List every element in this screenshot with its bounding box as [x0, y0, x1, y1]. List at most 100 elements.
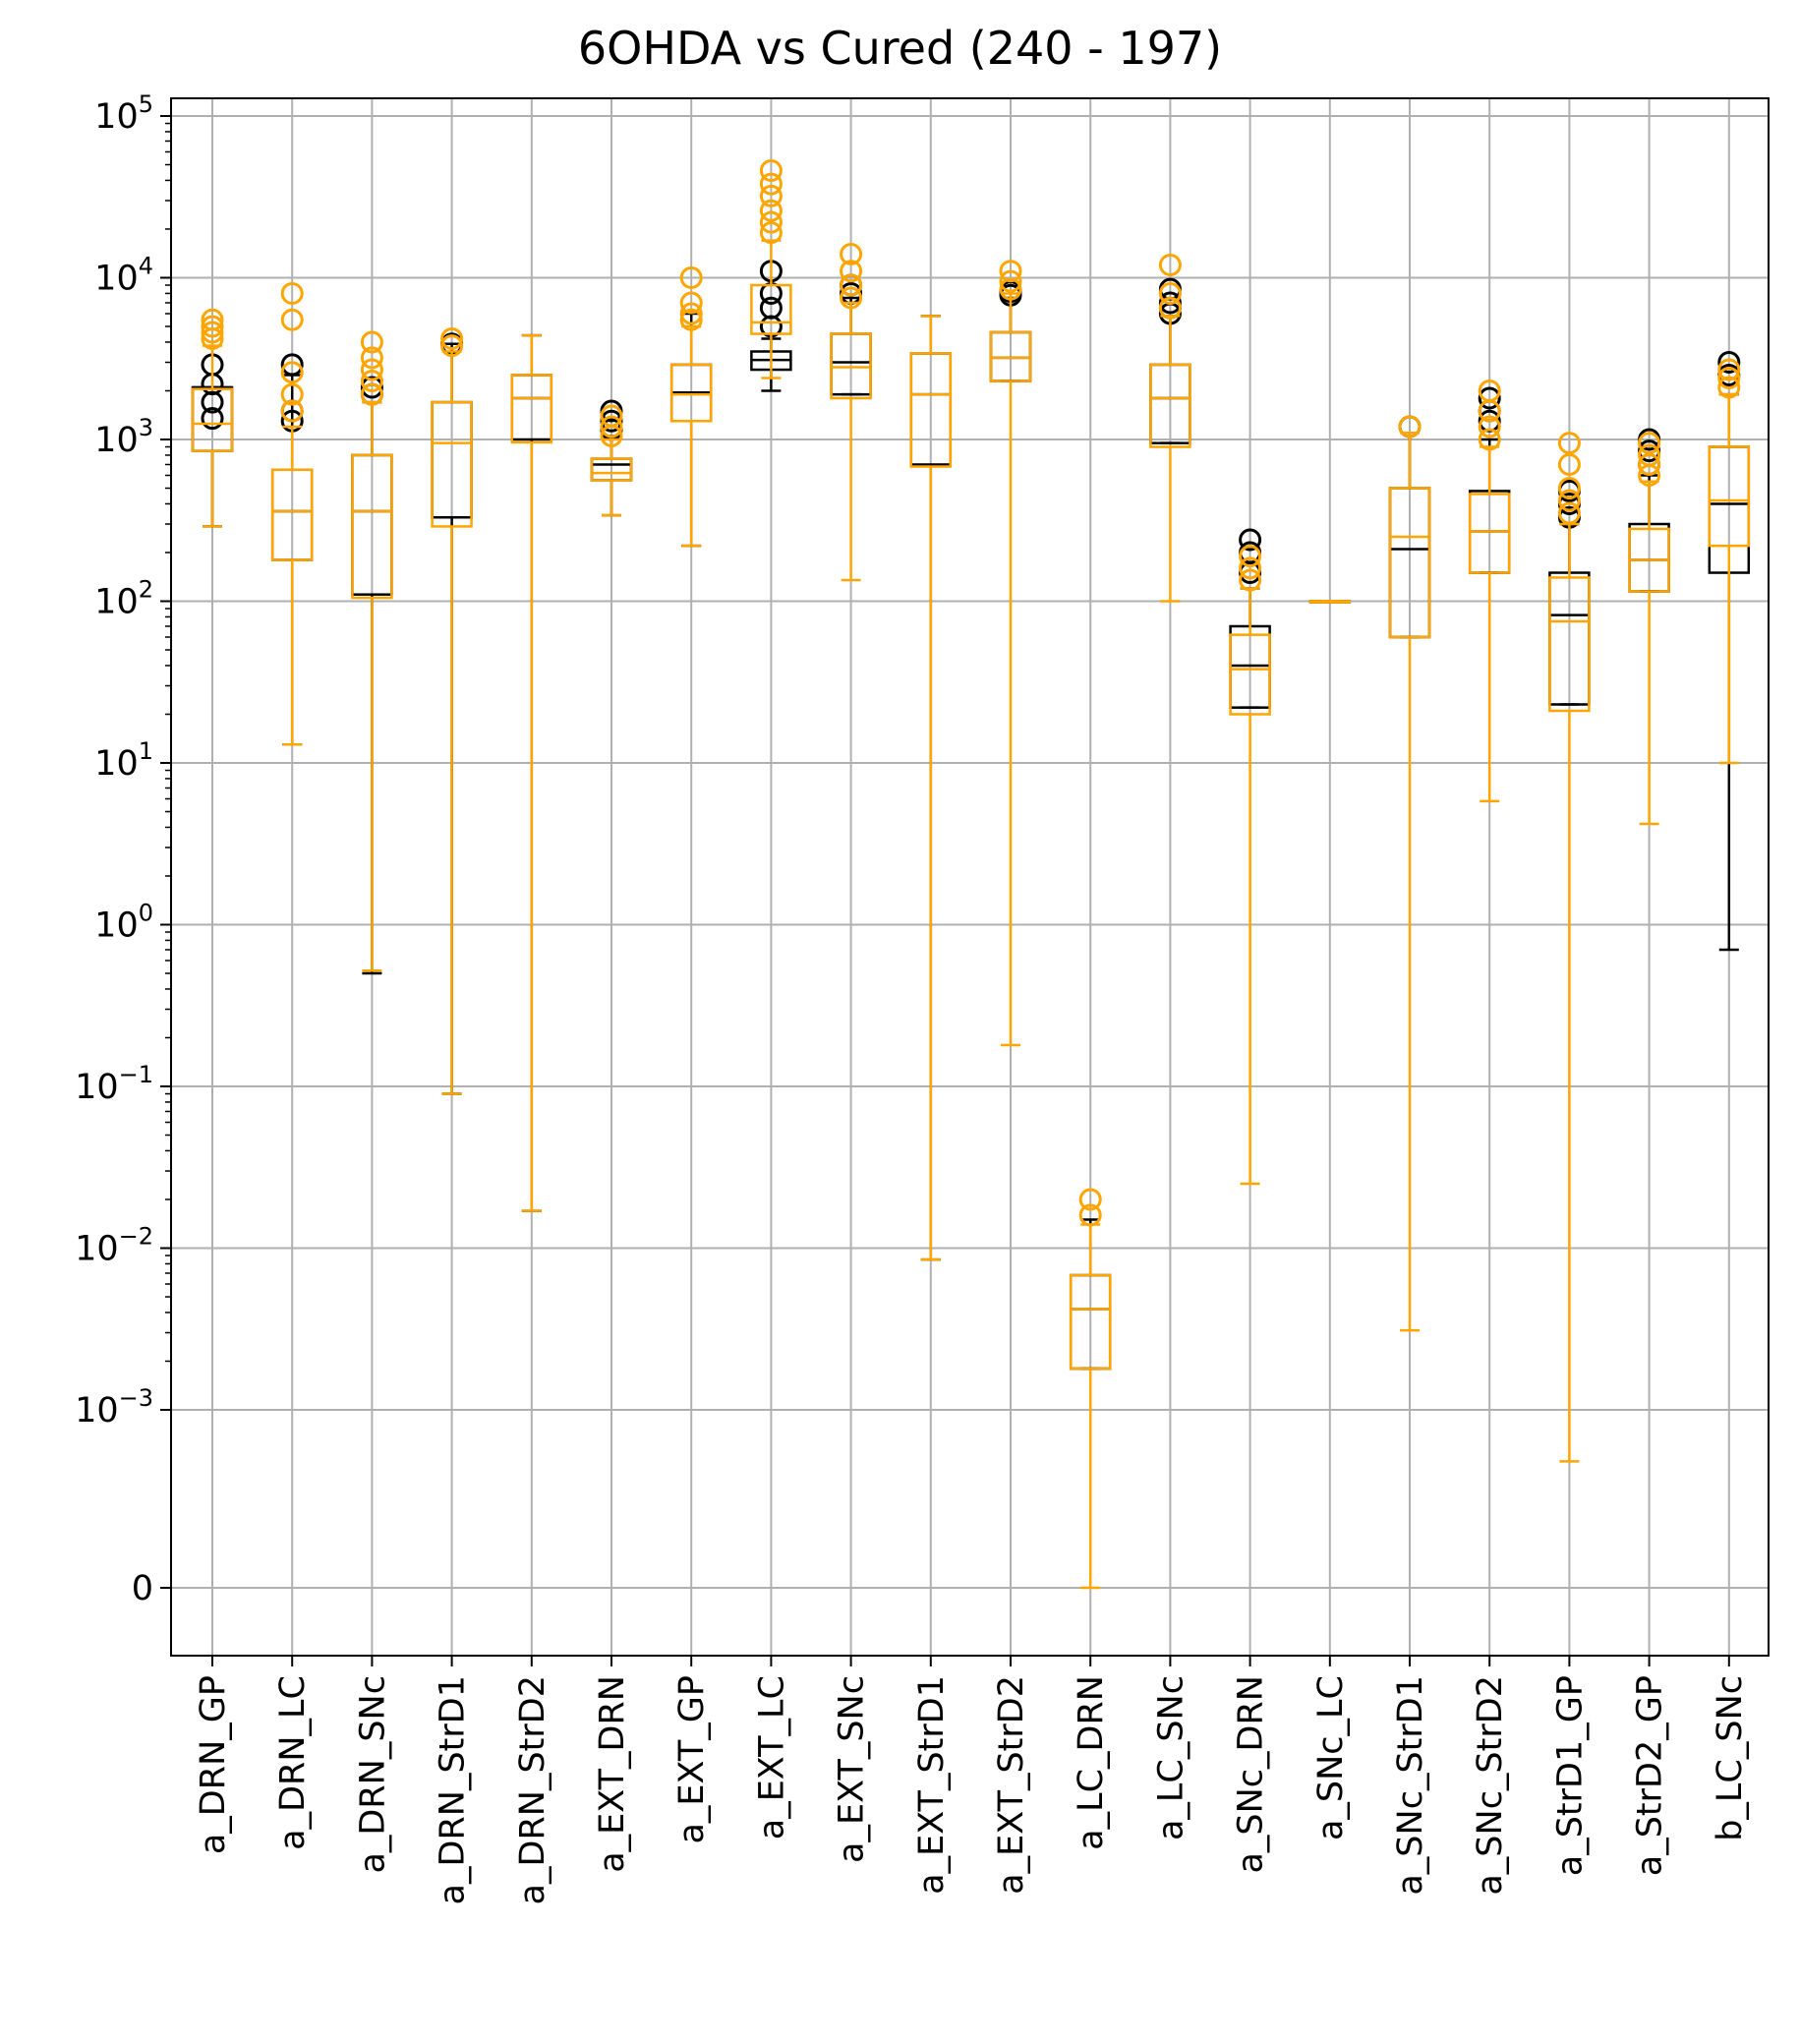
outlier-point — [1557, 489, 1581, 512]
outlier-point — [360, 369, 383, 392]
outlier-point — [679, 291, 703, 315]
x-tick-label: a_SNc_LC — [1311, 1675, 1351, 1840]
outlier-point — [999, 260, 1022, 283]
outlier-point — [1398, 415, 1422, 438]
outlier-point — [201, 308, 224, 331]
x-tick-label: a_EXT_StrD2 — [992, 1675, 1031, 1895]
box — [351, 453, 393, 600]
outlier-point — [1717, 358, 1741, 381]
outlier-point — [600, 415, 623, 438]
chart-title: 6OHDA vs Cured (240 - 197) — [577, 22, 1223, 75]
outlier-point — [440, 334, 464, 358]
axes: 105 104 103 102 101 100 10−1 10−2 10−3 0 a_DRN_GP a… — [75, 90, 1750, 1904]
box — [1069, 1273, 1112, 1371]
outlier-point — [360, 330, 383, 354]
outlier-point — [1638, 452, 1661, 476]
x-tick-label: a_LC_SNc — [1151, 1675, 1190, 1840]
outlier-point — [840, 286, 863, 310]
box — [431, 400, 473, 528]
outlier-point — [840, 260, 863, 283]
box — [909, 352, 953, 468]
grid-lines — [171, 98, 1769, 1656]
outlier-point — [1717, 366, 1741, 389]
box — [1708, 445, 1751, 548]
outlier-point — [840, 273, 863, 297]
outlier-point — [1638, 432, 1661, 455]
x-tick-label: a_StrD1_GP — [1550, 1675, 1590, 1876]
x-tick-label: a_DRN_StrD1 — [434, 1675, 473, 1904]
outlier-point — [1239, 568, 1262, 592]
outlier-point — [440, 326, 464, 350]
outlier-point — [1478, 415, 1501, 438]
y-tick-label: 10−2 — [75, 1223, 153, 1269]
y-tick-label: 103 — [94, 414, 153, 460]
x-tick-label: a_EXT_GP — [672, 1675, 712, 1844]
outlier-point — [1557, 452, 1581, 476]
outlier-point — [759, 210, 783, 234]
outlier-point — [280, 399, 304, 423]
x-tick-label: a_DRN_LC — [273, 1675, 313, 1850]
outlier-point — [1478, 386, 1501, 410]
outlier-point — [1239, 545, 1262, 568]
x-tick-label: a_DRN_GP — [194, 1675, 233, 1854]
box — [1388, 487, 1431, 639]
outlier-point — [1158, 281, 1182, 305]
outlier-point — [1078, 1203, 1102, 1227]
x-tick-label: a_StrD2_GP — [1631, 1675, 1670, 1876]
outlier-point — [201, 390, 224, 414]
y-tick-label: 104 — [94, 253, 153, 299]
x-tick-label: a_SNc_StrD1 — [1391, 1675, 1430, 1896]
y-tick-label: 102 — [94, 576, 153, 622]
box — [1229, 633, 1271, 716]
y-tick-label: 105 — [94, 90, 153, 137]
outlier-point — [360, 346, 383, 370]
outlier-point — [1478, 379, 1501, 402]
box — [750, 283, 792, 335]
plot-area-frame — [170, 97, 1770, 1657]
x-tick-label: a_DRN_StrD2 — [513, 1675, 552, 1904]
outlier-point — [1239, 528, 1262, 552]
outlier-point — [201, 407, 224, 431]
outlier-point — [1158, 253, 1182, 276]
outlier-point — [1557, 501, 1581, 525]
outlier-point — [999, 277, 1022, 301]
outlier-point — [280, 353, 304, 377]
outlier-point — [1717, 376, 1741, 399]
outlier-point — [1557, 432, 1581, 455]
outlier-point — [201, 315, 224, 338]
outlier-point — [759, 221, 783, 245]
box — [669, 363, 713, 423]
box — [270, 468, 314, 561]
series-orange — [191, 158, 1751, 1590]
x-tick-label: a_EXT_SNc — [833, 1675, 872, 1863]
outlier-point — [1478, 428, 1501, 451]
outlier-point — [280, 361, 304, 384]
outlier-point — [1717, 351, 1741, 375]
outlier-point — [360, 358, 383, 381]
outlier-point — [759, 184, 783, 207]
box — [1548, 576, 1591, 713]
outlier-point — [759, 296, 783, 320]
box — [191, 387, 234, 452]
outlier-point — [280, 382, 304, 406]
series-black — [191, 260, 1751, 1371]
y-tick-label: 101 — [94, 737, 153, 784]
outlier-point — [1158, 296, 1182, 320]
outlier-point — [1239, 556, 1262, 580]
x-tick-label: a_LC_DRN — [1072, 1675, 1111, 1850]
box — [510, 374, 553, 444]
outlier-point — [1078, 1188, 1102, 1211]
outlier-point — [1557, 477, 1581, 500]
x-tick-label: b_LC_SNc — [1711, 1675, 1750, 1841]
outlier-point — [679, 266, 703, 289]
y-tick-label: 10−1 — [75, 1061, 153, 1107]
x-tick-label: a_EXT_DRN — [593, 1675, 632, 1873]
box-plots — [191, 158, 1751, 1590]
outlier-point — [999, 269, 1022, 293]
x-tick-label: a_SNc_DRN — [1232, 1675, 1271, 1874]
y-tick-label: 10−3 — [75, 1384, 153, 1431]
outlier-point — [201, 321, 224, 344]
x-tick-label: a_DRN_SNc — [353, 1675, 392, 1874]
outlier-point — [360, 382, 383, 406]
